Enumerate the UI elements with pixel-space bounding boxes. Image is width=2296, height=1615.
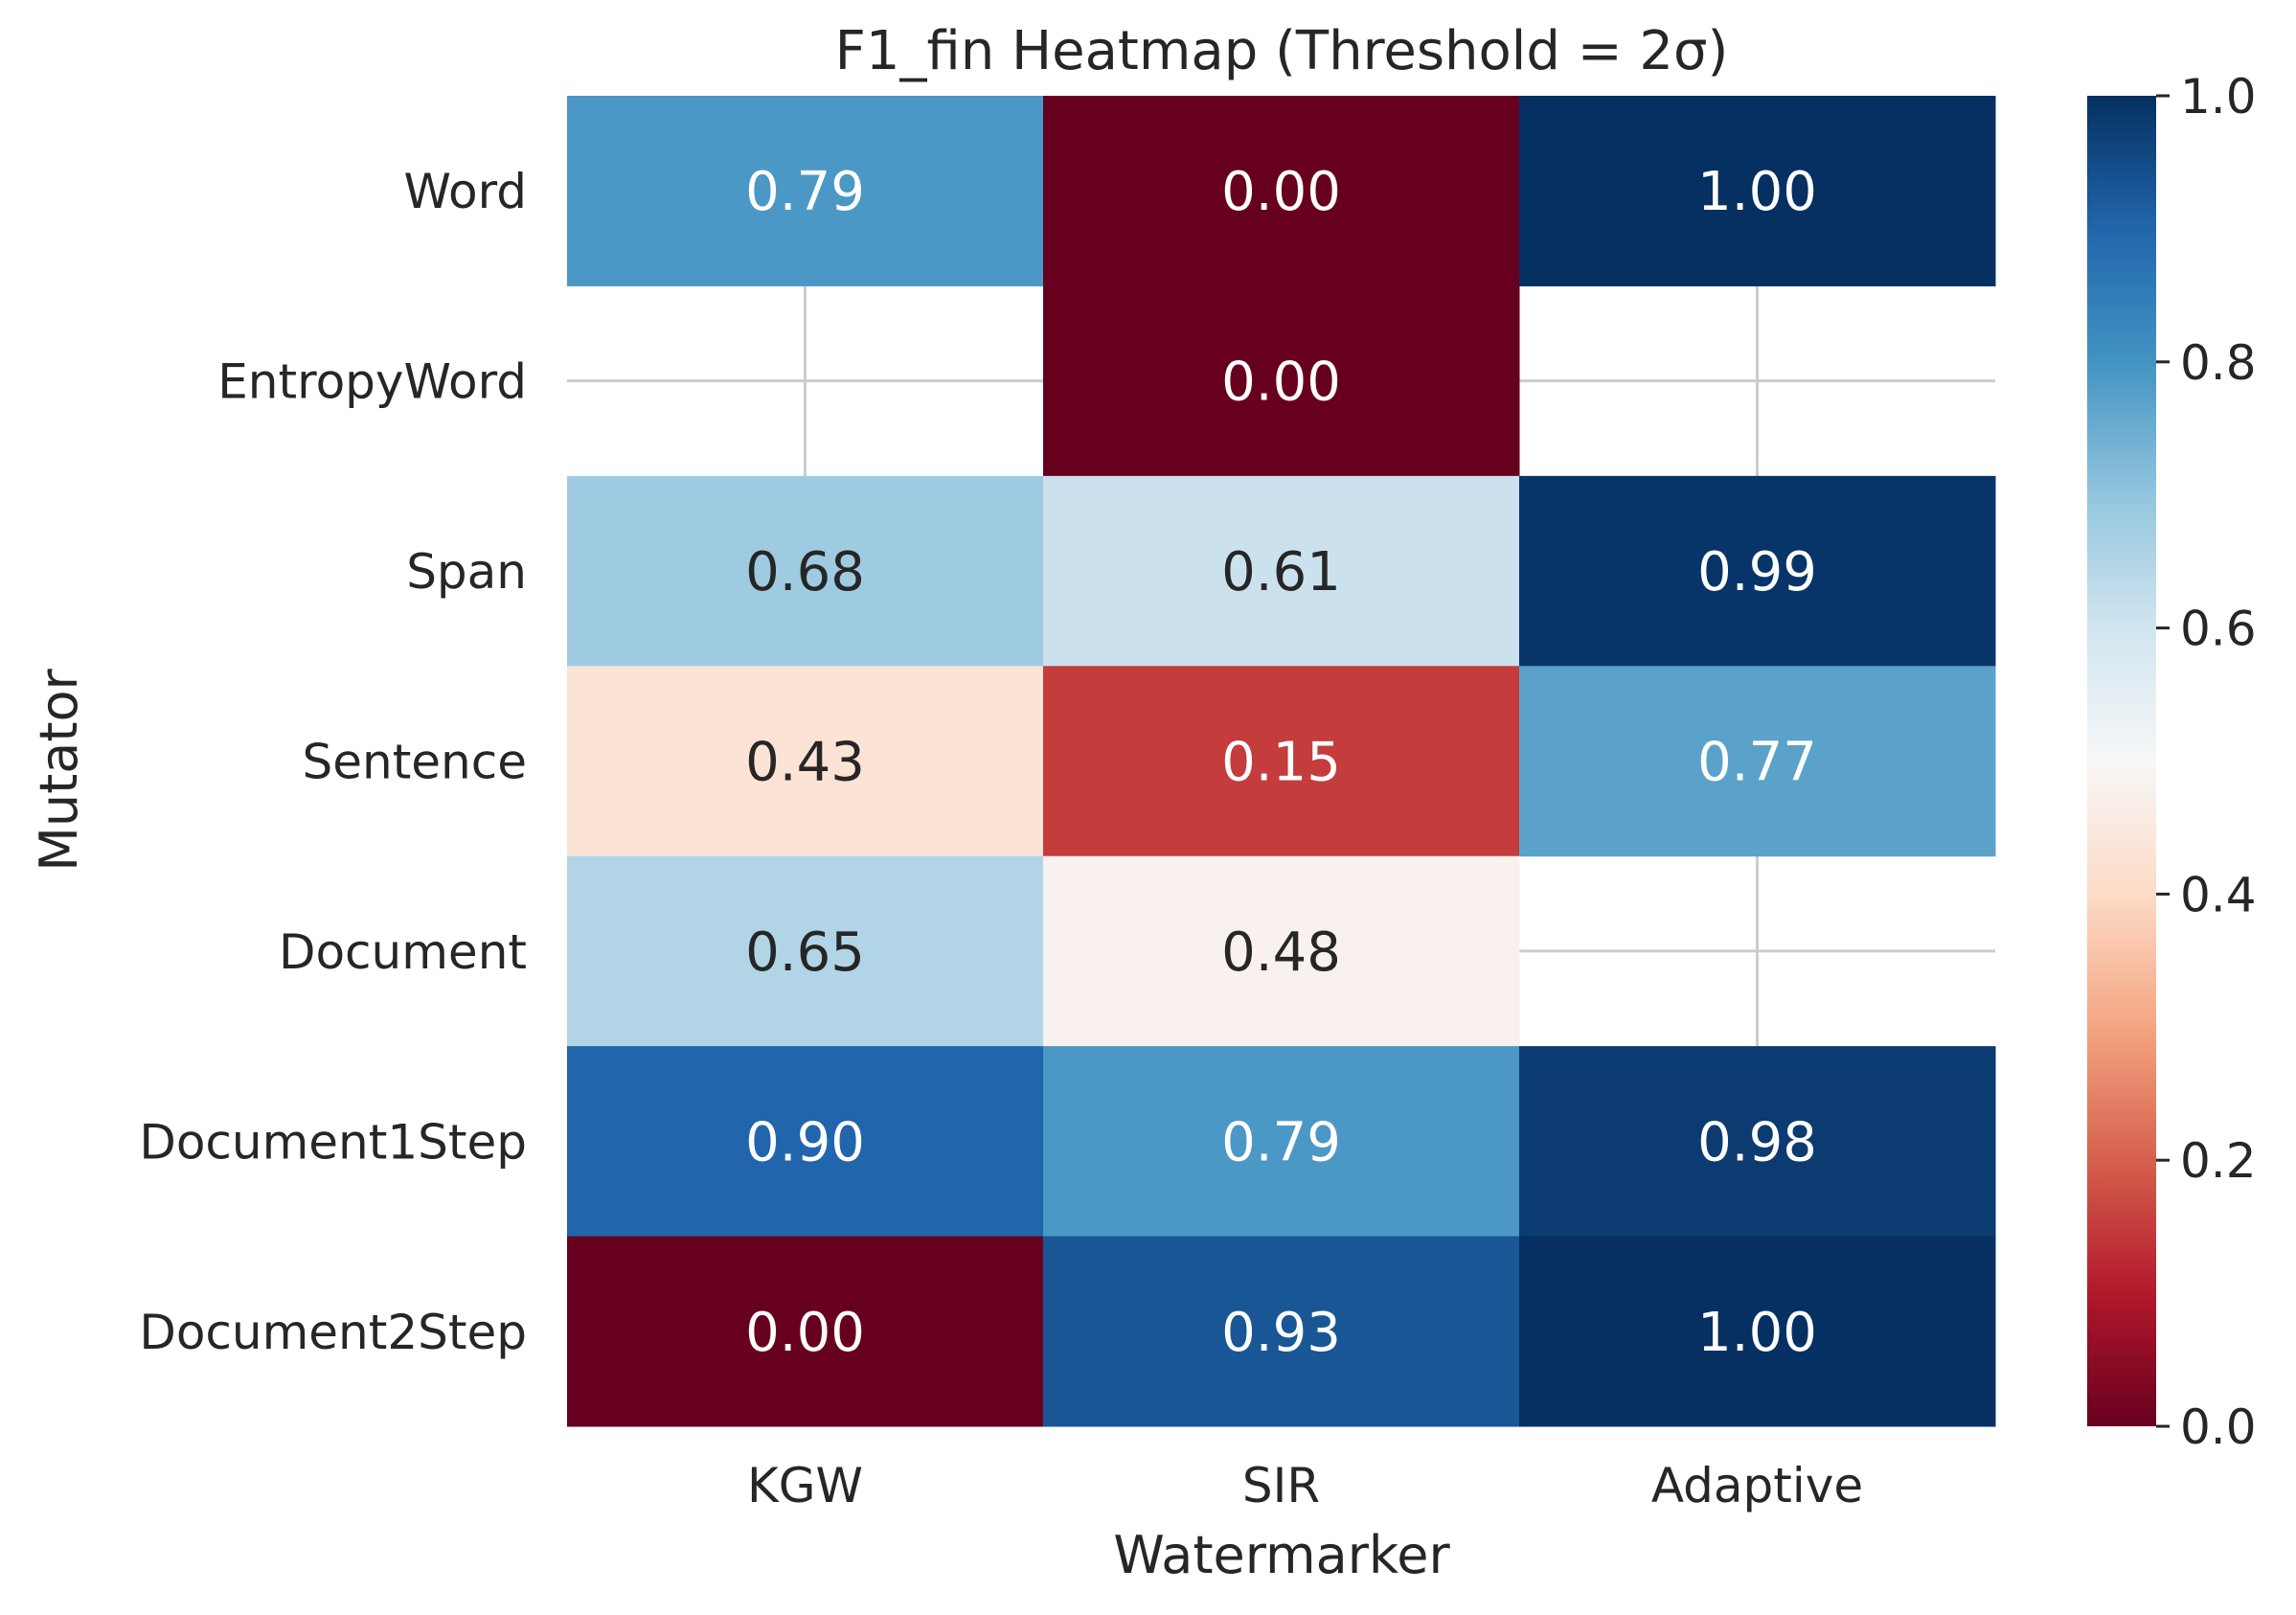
row-tick-label: Document — [279, 924, 527, 980]
cell-annotations: 0.79 0.00 1.00 0.00 0.68 0.61 0.99 0.43 0.15 0.77… — [745, 161, 1817, 1364]
colorbar-tick-label: 1.0 — [2180, 69, 2257, 125]
cell-value-label: 0.00 — [1221, 352, 1341, 414]
heatmap-cell — [1043, 1236, 1520, 1427]
cell-value-label: 0.77 — [1697, 732, 1817, 794]
y-axis-label: Mutator — [29, 668, 89, 871]
cell-value-label: 1.00 — [1697, 1302, 1817, 1364]
colorbar-tick-label: 0.4 — [2180, 867, 2257, 922]
heatmap-cell — [1043, 96, 1520, 286]
heatmap-cell — [1519, 96, 1996, 286]
cell-value-label: 0.00 — [1221, 161, 1341, 223]
cell-value-label: 0.90 — [745, 1111, 865, 1173]
row-tick-label: Word — [403, 164, 527, 219]
colorbar-ticks: 0.0 0.2 0.4 0.6 0.8 1.0 — [2156, 69, 2257, 1455]
heatmap-cell — [567, 1236, 1044, 1427]
heatmap-cell — [567, 96, 1044, 286]
heatmap-cell — [1519, 1046, 1996, 1238]
heatmap-cell — [1043, 855, 1520, 1047]
chart-title: F1_fin Heatmap (Threshold = 2σ) — [835, 20, 1729, 82]
cell-value-label: 0.79 — [1221, 1111, 1341, 1173]
cell-value-label: 0.68 — [745, 541, 865, 603]
heatmap-cell — [1043, 475, 1520, 667]
heatmap-cell — [1519, 475, 1996, 667]
heatmap-cell — [567, 475, 1044, 667]
cell-value-label: 0.48 — [1221, 921, 1341, 984]
heatmap-cell — [1043, 1046, 1520, 1238]
colorbar-tick-label: 0.8 — [2180, 335, 2257, 391]
cell-value-label: 0.43 — [745, 732, 865, 794]
heatmap-cell — [567, 666, 1044, 857]
cell-value-label: 0.98 — [1697, 1111, 1817, 1173]
row-tick-label: Sentence — [303, 735, 528, 790]
cell-value-label: 0.00 — [745, 1302, 865, 1364]
row-tick-label: EntropyWord — [217, 354, 527, 410]
cell-value-label: 0.93 — [1221, 1302, 1341, 1364]
colorbar-tick-label: 0.2 — [2180, 1133, 2257, 1189]
row-tick-label: Document2Step — [139, 1305, 527, 1360]
cell-value-label: 0.79 — [745, 161, 865, 223]
column-tick-label: Adaptive — [1651, 1458, 1863, 1513]
column-tick-label: SIR — [1242, 1458, 1320, 1513]
cell-value-label: 0.61 — [1221, 541, 1341, 603]
colorbar-tick-label: 0.0 — [2180, 1399, 2257, 1455]
colorbar-tick-label: 0.6 — [2180, 602, 2257, 657]
heatmap-cell — [1043, 666, 1520, 857]
heatmap-cell — [1519, 1236, 1996, 1427]
heatmap-cell — [567, 855, 1044, 1047]
cell-value-label: 1.00 — [1697, 161, 1817, 223]
heatmap-cell — [1043, 285, 1520, 477]
cell-value-label: 0.15 — [1221, 732, 1341, 794]
row-tick-labels: Word EntropyWord Span Sentence Document Docum… — [139, 164, 527, 1360]
cell-value-label: 0.99 — [1697, 541, 1817, 603]
heatmap-cell — [567, 1046, 1044, 1238]
row-tick-label: Span — [406, 544, 527, 600]
x-axis-label: Watermarker — [1113, 1525, 1450, 1585]
heatmap-cells — [567, 96, 1996, 1427]
row-tick-label: Document1Step — [139, 1114, 527, 1170]
heatmap-cell — [1519, 666, 1996, 857]
column-tick-label: KGW — [747, 1458, 863, 1513]
cell-value-label: 0.65 — [745, 921, 865, 984]
column-tick-labels: KGW SIR Adaptive — [747, 1458, 1863, 1513]
colorbar — [2087, 96, 2156, 1426]
